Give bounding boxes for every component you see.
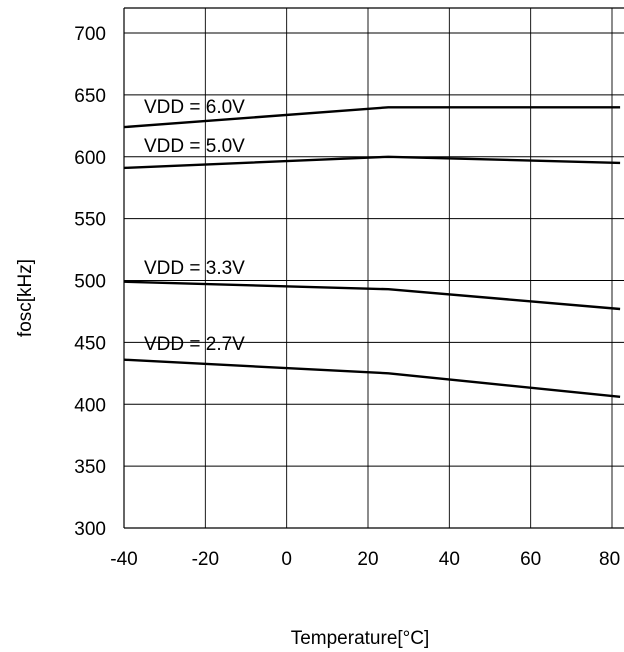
- series-line: [123, 155, 621, 170]
- series-label: VDD = 6.0V: [144, 97, 245, 118]
- series-line: [123, 280, 621, 311]
- x-tick-label: 60: [520, 549, 541, 570]
- tick-labels: 300 350 400 450 500 550 600 650 700 -40 -20 0 20 40 60…: [74, 24, 620, 570]
- y-tick-label: 600: [74, 148, 106, 169]
- x-tick-label: 20: [357, 549, 378, 570]
- x-axis-label: Temperature[°C]: [291, 628, 430, 649]
- y-tick-label: 700: [74, 24, 106, 45]
- series-label: VDD = 2.7V: [144, 334, 245, 355]
- series-line: [123, 106, 621, 129]
- series-line: [123, 358, 621, 398]
- x-tick-label: -40: [110, 549, 137, 570]
- series-labels: VDD = 6.0V VDD = 5.0V VDD = 3.3V VDD = 2.7V: [144, 97, 245, 355]
- series-label: VDD = 5.0V: [144, 136, 245, 157]
- y-tick-label: 550: [74, 210, 106, 231]
- x-tick-label: -20: [192, 549, 219, 570]
- x-tick-label: 40: [439, 549, 460, 570]
- y-axis-label: fosc[kHz]: [15, 259, 36, 337]
- series-lines: [123, 106, 621, 398]
- y-tick-label: 450: [74, 333, 106, 354]
- y-tick-label: 650: [74, 86, 106, 107]
- x-tick-label: 0: [281, 549, 292, 570]
- y-tick-label: 500: [74, 272, 106, 293]
- x-tick-label: 80: [599, 549, 620, 570]
- y-tick-label: 350: [74, 457, 106, 478]
- grid: [123, 7, 624, 529]
- y-tick-label: 300: [74, 519, 106, 540]
- series-label: VDD = 3.3V: [144, 258, 245, 279]
- y-tick-label: 400: [74, 395, 106, 416]
